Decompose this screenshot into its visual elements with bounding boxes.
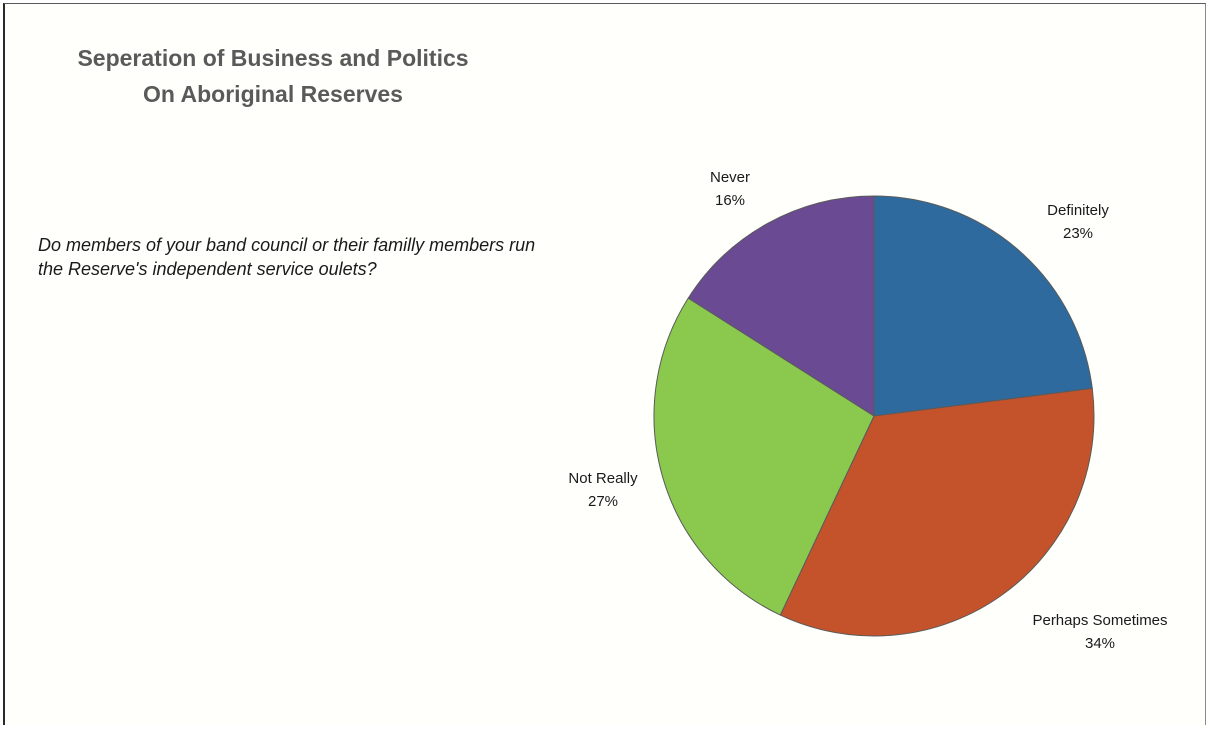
chart-title-line-1: Seperation of Business and Politics <box>77 45 469 71</box>
chart-title-line-2: On Aboriginal Reserves <box>143 81 403 107</box>
slice-label-not-really: Not Really 27% <box>568 470 638 510</box>
pie-slice-definitely <box>873 195 1093 417</box>
pie-slice-perhaps-sometimes <box>779 387 1095 637</box>
slice-label-never: Never 16% <box>710 169 750 209</box>
pie-slice-not-really <box>653 297 875 616</box>
slice-label-perhaps-sometimes: Perhaps Sometimes 34% <box>1032 612 1167 652</box>
slice-label-definitely: Definitely 23% <box>1047 202 1109 242</box>
survey-question: Do members of your band council or their… <box>38 235 536 279</box>
pie-slice-never <box>687 195 875 417</box>
chart-title: Seperation of Business and Politics On A… <box>28 40 518 112</box>
